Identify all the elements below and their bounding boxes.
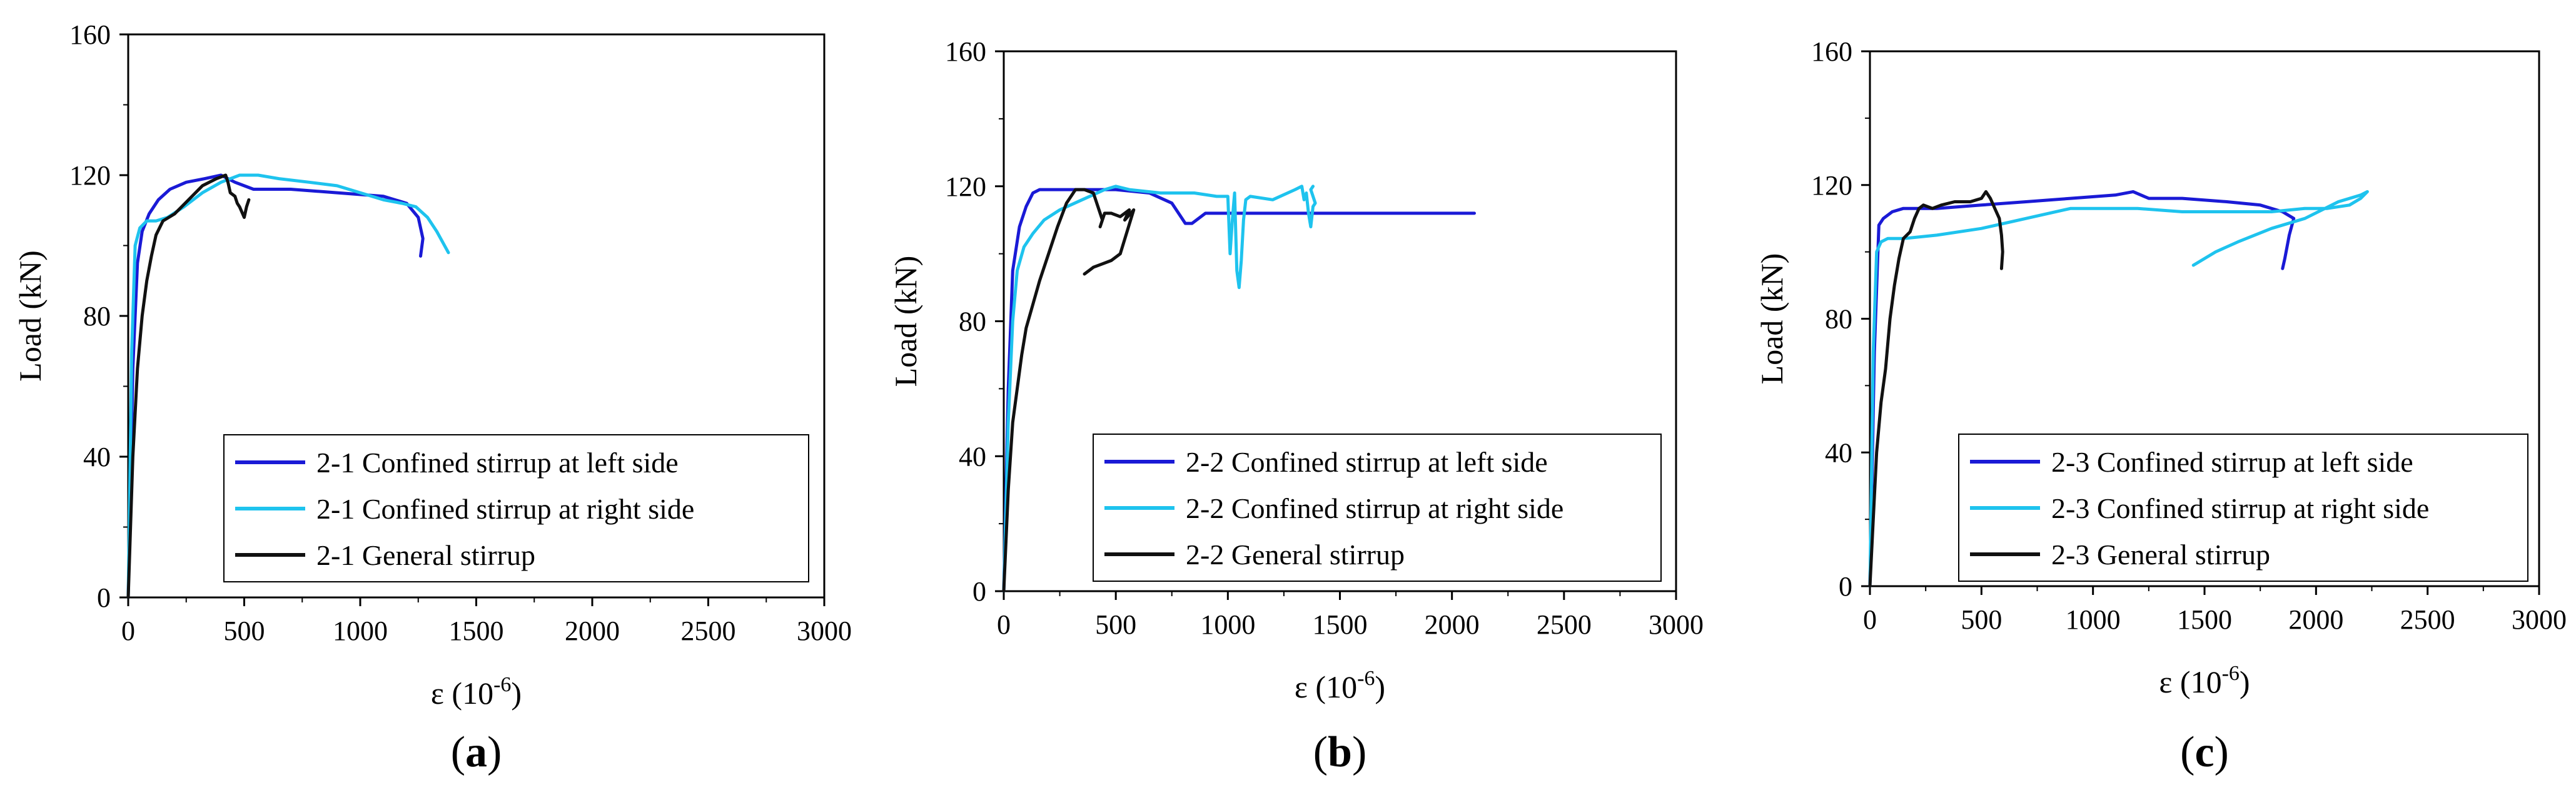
x-axis-label-close: ) — [1375, 669, 1385, 704]
chart-panel-c: 0 500 1000 1500 2000 2500 3000 0 40 80 120 160 ε (10… — [1754, 36, 2567, 776]
legend-label-3: 2-3 General stirrup — [2051, 539, 2270, 571]
legend-label-3: 2-1 General stirrup — [316, 539, 535, 571]
x-tick-label: 2000 — [1425, 609, 1480, 640]
x-axis-label: ε (10-6) — [1295, 667, 1385, 704]
panel-label-letter: c — [2195, 728, 2214, 776]
x-tick-label: 3000 — [1649, 609, 1704, 640]
legend-label-2: 2-3 Confined stirrup at right side — [2051, 492, 2429, 524]
x-tick-label: 2500 — [2400, 604, 2455, 635]
chart-panel-b: 0 500 1000 1500 2000 2500 3000 0 40 80 120 160 ε (10… — [888, 36, 1704, 776]
x-tick-label: 3000 — [797, 616, 852, 646]
y-tick-label: 160 — [945, 36, 986, 67]
x-tick-label: 2000 — [565, 616, 620, 646]
x-tick-label: 0 — [1863, 604, 1877, 635]
y-tick-label: 40 — [83, 442, 111, 472]
panel-label: (b) — [1313, 728, 1367, 776]
x-tick-label: 2500 — [681, 616, 736, 646]
y-axis-label: Load (kN) — [1754, 253, 1789, 385]
x-tick-label: 0 — [121, 616, 135, 646]
x-tick-label: 500 — [1961, 604, 2002, 635]
series-line-1 — [1868, 190, 2296, 588]
x-tick-label: 500 — [224, 616, 265, 646]
y-tick-label: 120 — [69, 160, 111, 191]
legend-label-2: 2-2 Confined stirrup at right side — [1186, 492, 1563, 524]
x-axis-label: ε (10-6) — [2159, 662, 2250, 699]
y-tick-label: 80 — [959, 307, 986, 337]
x-tick-label: 1500 — [449, 616, 504, 646]
x-axis-label-exponent: -6 — [1357, 667, 1375, 690]
panel-label-letter: a — [465, 728, 487, 776]
y-tick-label: 40 — [1825, 437, 1852, 468]
x-tick-label: 2000 — [2288, 604, 2343, 635]
y-tick-label: 120 — [945, 171, 986, 202]
y-tick-label: 80 — [83, 301, 111, 332]
panel-label-open: ( — [1313, 728, 1328, 776]
y-tick-label: 40 — [959, 441, 986, 472]
legend-label-1: 2-1 Confined stirrup at left side — [316, 447, 679, 479]
x-tick-label: 1500 — [2177, 604, 2232, 635]
legend-label-1: 2-2 Confined stirrup at left side — [1186, 446, 1548, 478]
panel-label-close: ) — [487, 728, 502, 776]
x-tick-label: 0 — [997, 609, 1011, 640]
series-line-2 — [126, 173, 450, 599]
series-line-1 — [1002, 188, 1476, 593]
y-tick-label: 80 — [1825, 304, 1852, 335]
panel-label-letter: b — [1328, 728, 1352, 776]
y-tick-label: 0 — [97, 582, 111, 613]
x-tick-label: 1500 — [1313, 609, 1368, 640]
x-axis-label-close: ) — [2240, 664, 2250, 699]
series-line-3 — [1002, 188, 1136, 593]
y-tick-label: 0 — [972, 576, 986, 607]
panel-label-close: ) — [1352, 728, 1366, 776]
x-axis-label-exponent: -6 — [2222, 662, 2240, 685]
x-tick-label: 2500 — [1537, 609, 1592, 640]
x-axis-label: ε (10-6) — [431, 673, 522, 711]
x-tick-label: 1000 — [2066, 604, 2121, 635]
y-tick-label: 120 — [1811, 170, 1852, 201]
series-line-2 — [1868, 190, 2369, 588]
legend-label-3: 2-2 General stirrup — [1186, 539, 1405, 571]
series-line-3 — [126, 173, 251, 599]
x-tick-label: 3000 — [2512, 604, 2567, 635]
legend-box — [1958, 434, 2528, 582]
panel-label-close: ) — [2215, 728, 2229, 776]
y-tick-label: 0 — [1839, 571, 1852, 602]
panel-label-open: ( — [2180, 728, 2195, 776]
panel-label-open: ( — [451, 728, 465, 776]
legend-label-2: 2-1 Confined stirrup at right side — [316, 493, 694, 525]
chart-panel-a: 0 500 1000 1500 2000 2500 3000 0 40 80 120 160 ε (10… — [13, 19, 852, 776]
x-tick-label: 1000 — [333, 616, 388, 646]
panel-label: (c) — [2180, 728, 2229, 776]
panel-label: (a) — [451, 728, 502, 776]
y-axis-label: Load (kN) — [888, 256, 923, 387]
x-tick-label: 1000 — [1200, 609, 1255, 640]
series-line-2 — [1002, 185, 1317, 593]
x-tick-label: 500 — [1095, 609, 1136, 640]
y-tick-label: 160 — [1811, 36, 1852, 67]
series-line-3 — [1868, 190, 2004, 588]
legend-label-1: 2-3 Confined stirrup at left side — [2051, 446, 2413, 478]
legend-box — [1093, 434, 1662, 582]
x-axis-label-close: ) — [511, 676, 522, 711]
legend-box — [223, 434, 809, 582]
x-axis-label-exponent: -6 — [493, 673, 511, 696]
y-axis-label: Load (kN) — [13, 250, 48, 382]
y-tick-label: 160 — [69, 19, 111, 50]
